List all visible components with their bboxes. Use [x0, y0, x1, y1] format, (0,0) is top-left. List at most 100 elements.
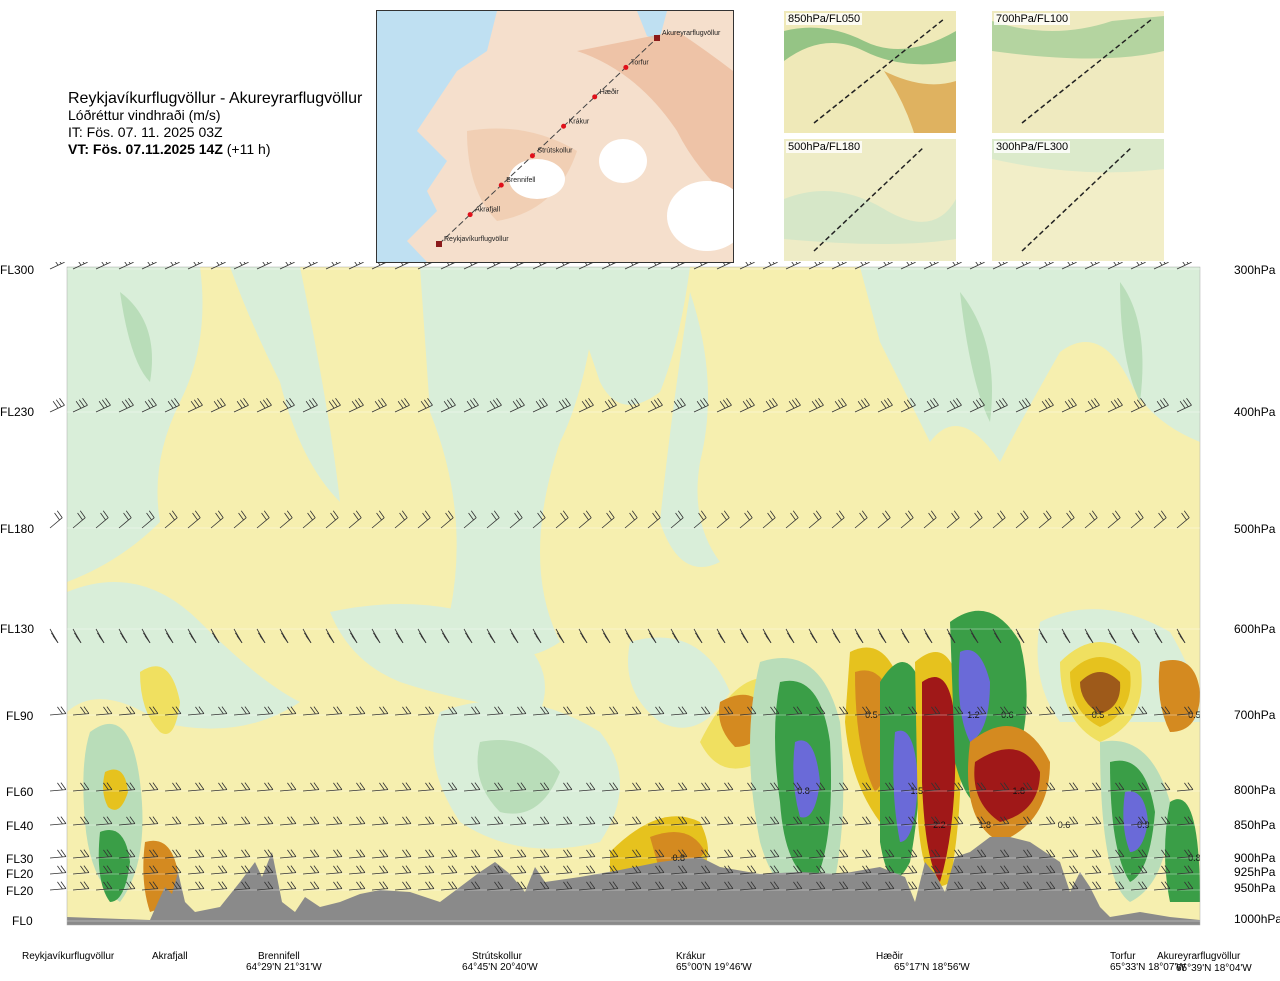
- fl-label-fl60: FL60: [6, 785, 34, 799]
- wind-barb: [578, 816, 596, 826]
- wind-barb: [1130, 628, 1140, 644]
- location-torfur: Torfur 65°33'N 18°07'W: [1110, 951, 1186, 973]
- wind-barb: [302, 628, 312, 644]
- wind-barb: [1153, 816, 1171, 826]
- wind-barb: [854, 510, 868, 529]
- wind-barb: [417, 706, 435, 716]
- wind-barb: [1061, 706, 1079, 716]
- wind-barb: [164, 510, 178, 529]
- wind-barb: [739, 849, 757, 859]
- fl-label-fl20a: FL20: [6, 867, 34, 881]
- wind-barb: [808, 782, 826, 792]
- wind-barb: [325, 782, 343, 792]
- wind-barb: [1153, 398, 1169, 413]
- wind-barb: [969, 816, 987, 826]
- wind-barb: [279, 262, 295, 270]
- wind-barb: [716, 865, 734, 875]
- route-title: Reykjavíkurflugvöllur - Akureyrarflugvöl…: [68, 90, 363, 107]
- wind-barb: [463, 510, 477, 529]
- wind-barb: [440, 262, 456, 270]
- map-waypoint-marker: [654, 35, 660, 41]
- wind-barb: [808, 628, 818, 644]
- wind-barb: [141, 398, 157, 413]
- wind-barb: [210, 706, 228, 716]
- wind-barb: [831, 398, 847, 413]
- wind-barb: [578, 628, 588, 644]
- wind-barb: [187, 865, 205, 875]
- wind-barb: [210, 510, 224, 529]
- wind-barb: [900, 706, 918, 716]
- wind-barb: [256, 398, 272, 413]
- inset-500hpa-label: 500hPa/FL180: [786, 141, 863, 153]
- wind-barb: [118, 849, 136, 859]
- wind-barb: [302, 262, 318, 270]
- inset-850hpa-label: 850hPa/FL050: [786, 13, 863, 25]
- wind-barb: [762, 510, 776, 529]
- wind-barb: [969, 881, 987, 891]
- wind-barb: [762, 398, 778, 413]
- wind-barb: [49, 262, 65, 270]
- map-waypoint-marker: [561, 123, 567, 129]
- wind-barb: [624, 398, 640, 413]
- map-waypoints: Reykjavíkurflugvöllur Akrafjall Brennifell…: [436, 30, 721, 247]
- wind-barb: [210, 881, 228, 891]
- map-waypoint-marker: [529, 153, 535, 159]
- wind-barb: [256, 782, 274, 792]
- hpa-label-800: 800hPa: [1234, 783, 1276, 797]
- location-akrafjall: Akrafjall: [152, 951, 188, 962]
- wind-barb: [877, 706, 895, 716]
- wind-barb: [923, 628, 933, 644]
- wind-barb: [1038, 262, 1054, 270]
- wind-barb: [900, 510, 914, 529]
- wind-barb: [325, 881, 343, 891]
- fl-label-fl180: FL180: [0, 522, 35, 536]
- inset-850hpa: 850hPa/FL050: [784, 11, 956, 133]
- wind-barb: [509, 782, 527, 792]
- wind-barb: [601, 849, 619, 859]
- map-waypoint-marker: [592, 94, 598, 100]
- wind-barb: [624, 262, 640, 270]
- wind-barb: [141, 816, 159, 826]
- inset-300hpa-label: 300hPa/FL300: [994, 141, 1071, 153]
- wind-barb: [486, 398, 502, 413]
- wind-barb: [785, 706, 803, 716]
- map-waypoint-label: Strútskollur: [537, 148, 573, 155]
- wind-barb: [992, 782, 1010, 792]
- wind-barb: [946, 865, 964, 875]
- wind-barb: [1107, 865, 1125, 875]
- wind-barb: [486, 881, 504, 891]
- wind-barb: [969, 398, 985, 413]
- location-reykjavik: Reykjavíkurflugvöllur: [22, 951, 114, 962]
- wind-barb: [854, 706, 872, 716]
- wind-barb: [762, 706, 780, 716]
- wind-barb: [371, 510, 385, 529]
- wind-barb: [417, 262, 433, 270]
- location-coord: 65°00'N 19°46'W: [676, 962, 752, 973]
- wind-barb: [739, 816, 757, 826]
- wind-barb: [1130, 262, 1146, 270]
- wind-barb: [256, 865, 274, 875]
- wind-barb: [233, 865, 251, 875]
- wind-barb: [95, 849, 113, 859]
- wind-barb: [486, 816, 504, 826]
- wind-barb: [302, 816, 320, 826]
- wind-barb: [992, 881, 1010, 891]
- wind-barb: [785, 262, 801, 270]
- hpa-label-500: 500hPa: [1234, 522, 1276, 536]
- wind-barb: [578, 398, 594, 413]
- wind-barb: [992, 510, 1006, 529]
- wind-barb: [394, 849, 412, 859]
- location-haedir: Hæðir 65°17'N 18°56'W: [876, 951, 970, 973]
- wind-barb: [647, 398, 663, 413]
- wind-barb: [877, 262, 893, 270]
- location-coord: 65°17'N 18°56'W: [894, 962, 970, 973]
- wind-barb: [1038, 849, 1056, 859]
- wind-barb: [164, 782, 182, 792]
- wind-barb: [555, 782, 573, 792]
- inset-300hpa: 300hPa/FL300: [992, 139, 1164, 261]
- location-krakur: Krákur 65°00'N 19°46'W: [676, 951, 752, 973]
- wind-barb: [693, 849, 711, 859]
- wind-barb: [187, 398, 203, 413]
- wind-barb: [1130, 782, 1148, 792]
- wind-barb: [141, 628, 151, 644]
